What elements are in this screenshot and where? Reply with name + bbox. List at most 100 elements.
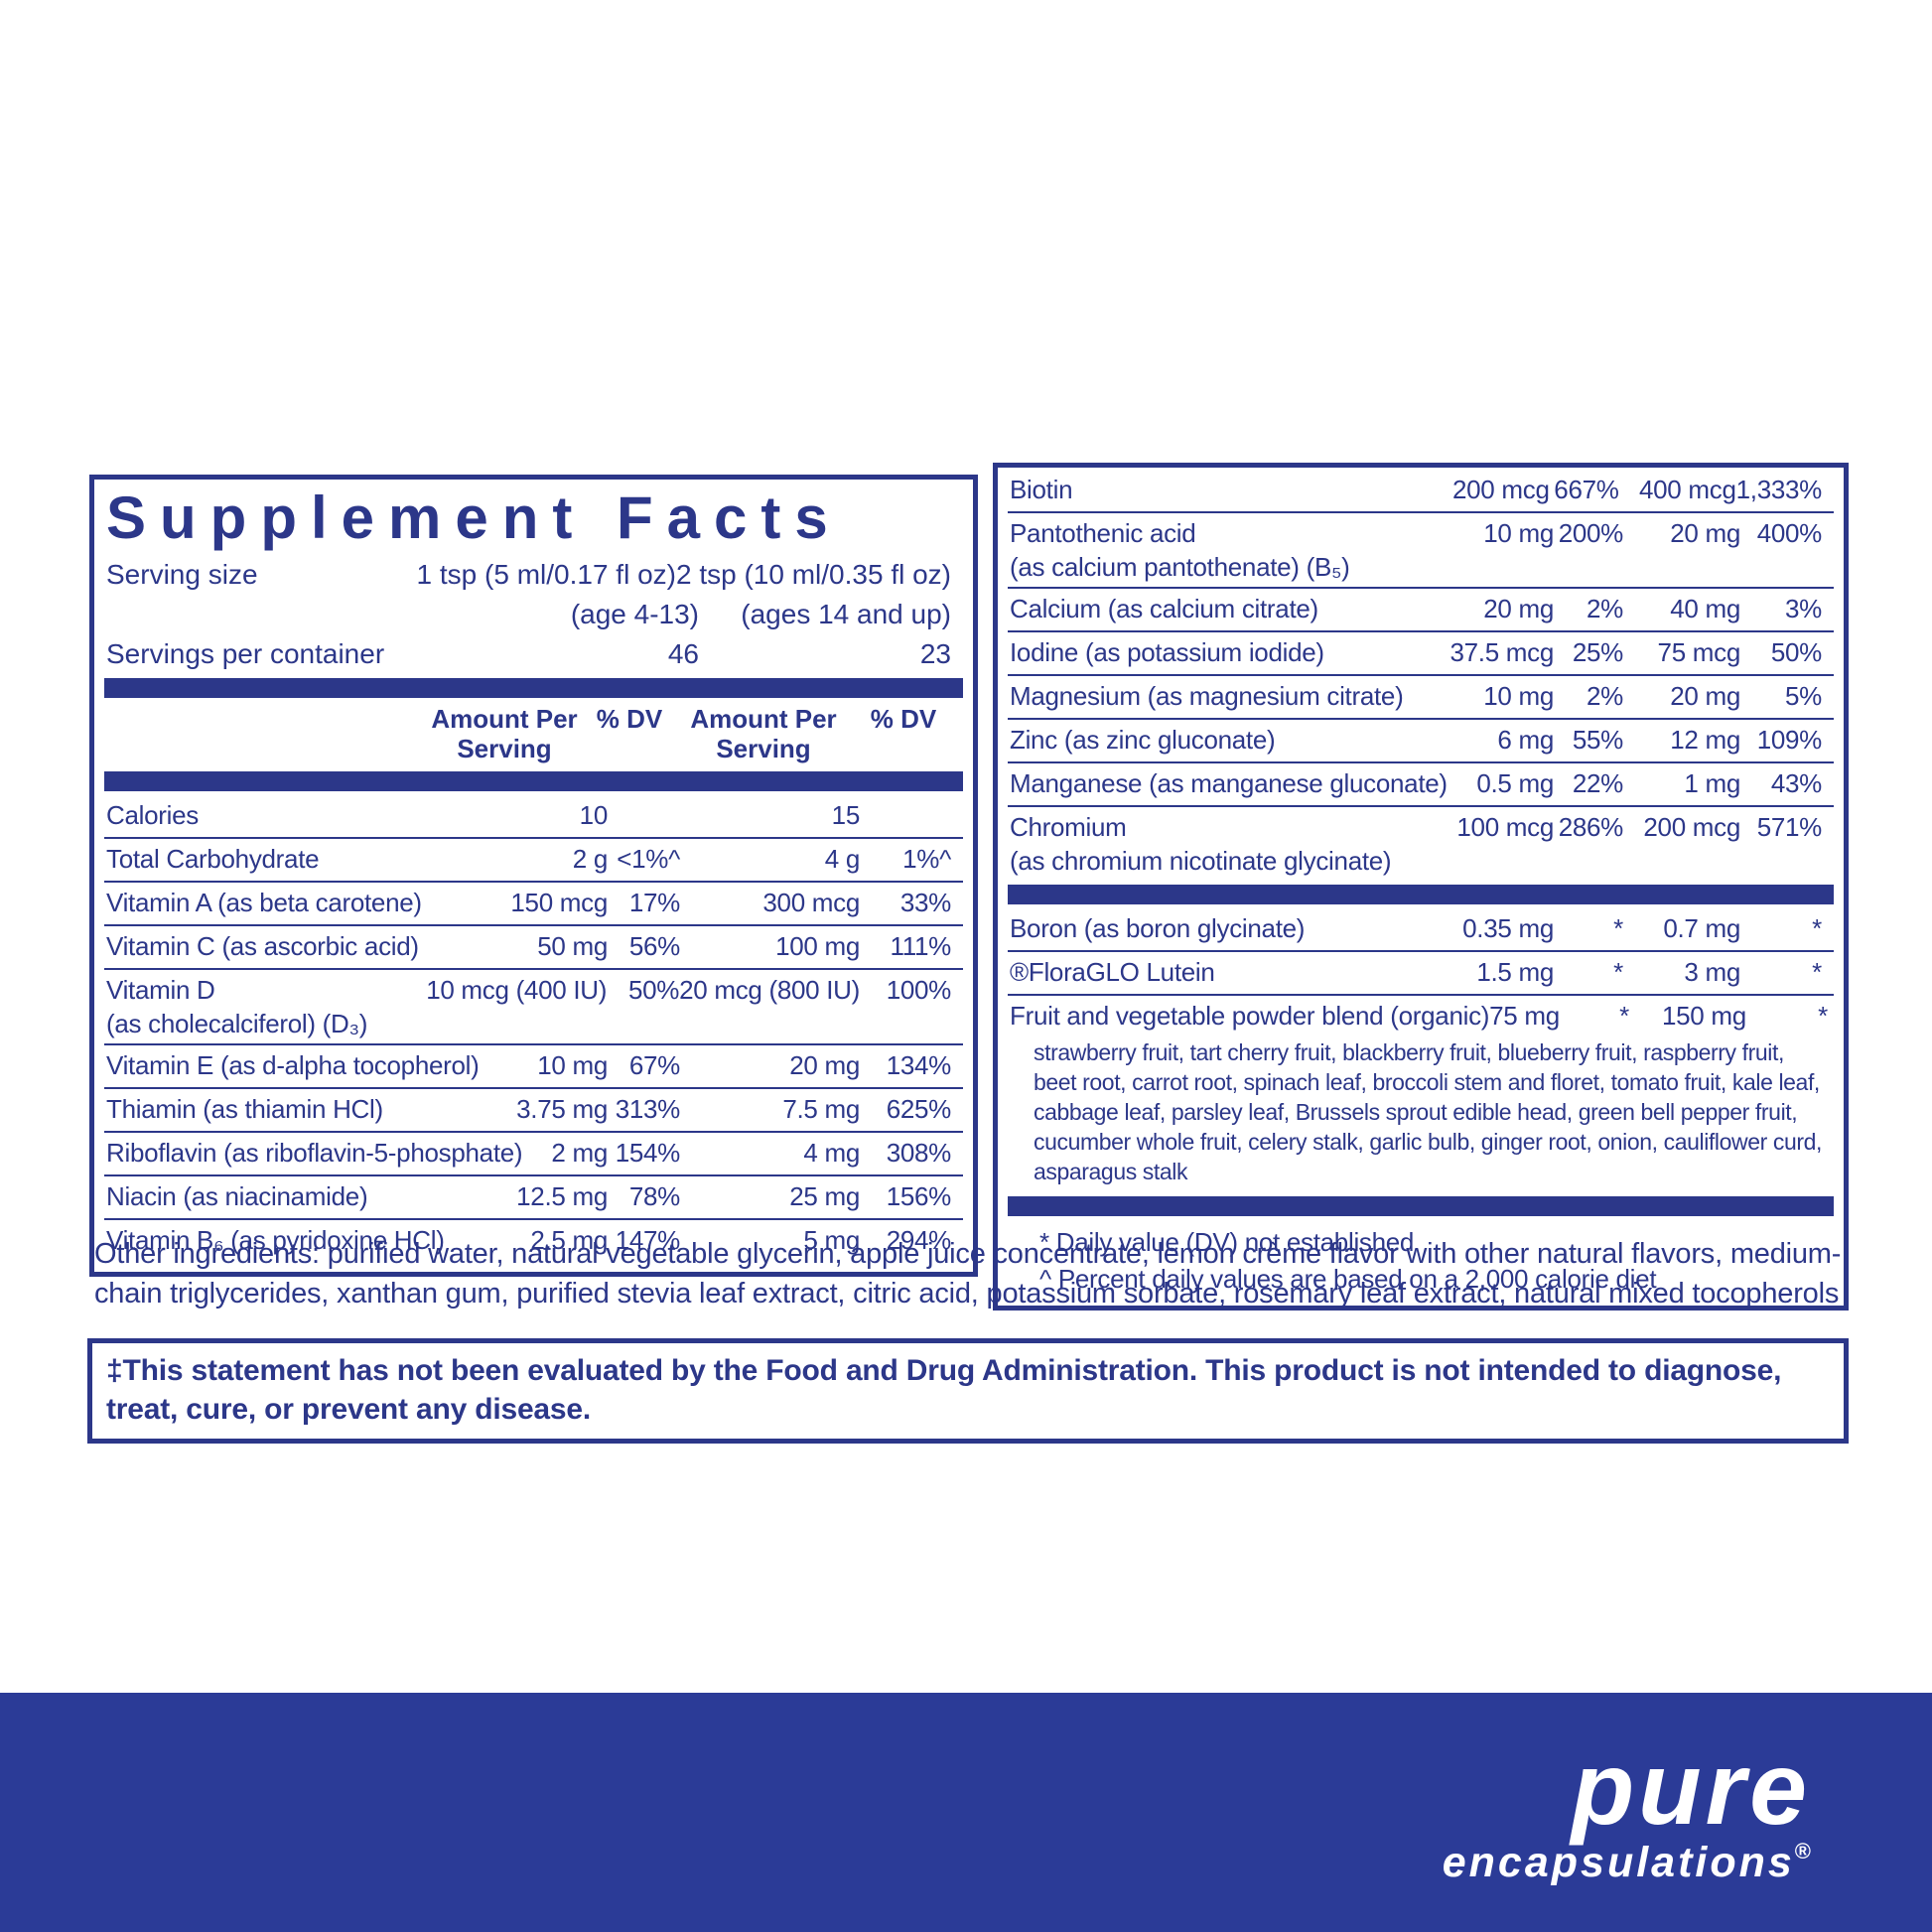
amount-2: 12 mg (1670, 725, 1740, 755)
amount-2: 20 mcg (800 IU) (679, 975, 860, 1005)
registered-trademark-symbol: ® (1794, 1839, 1811, 1863)
dv-1: 78% (628, 1181, 680, 1211)
servings-count-adult: 23 (919, 638, 951, 669)
amount-1: 150 mcg (510, 888, 608, 917)
nutrient-row-magnesium: Magnesium (as magnesium citrate) 10 mg 2… (1008, 674, 1834, 718)
nutrient-name: Manganese (as manganese gluconate) (1010, 768, 1448, 798)
nutrient-row-vitamin-a: Vitamin A (as beta carotene) 150 mcg 17%… (104, 881, 963, 924)
amount-1: 37.5 mcg (1449, 637, 1554, 667)
dv-2: 3% (1785, 594, 1822, 623)
nutrient-row-floraglo-lutein: ®FloraGLO Lutein 1.5 mg * 3 mg * (1008, 950, 1834, 994)
amount-1: 10 mg (1483, 681, 1554, 711)
amount-1: 10 mg (1483, 518, 1554, 548)
nutrient-row-pantothenic-acid: Pantothenic acid (as calcium pantothenat… (1008, 511, 1834, 587)
dv-2: 43% (1770, 768, 1822, 798)
amount-2: 150 mg (1661, 1001, 1746, 1031)
servings-per-container-label: Servings per container (106, 638, 385, 669)
column-headers: Amount Per Serving % DV Amount Per Servi… (104, 702, 963, 767)
dv-1: 17% (628, 888, 680, 917)
nutrient-name: Zinc (as zinc gluconate) (1010, 725, 1276, 755)
panel-title: Supplement Facts (106, 484, 842, 551)
amount-2: 7.5 mg (782, 1094, 860, 1124)
amount-1: 10 (579, 800, 609, 830)
nutrient-row-biotin: Biotin 200 mcg 667% 400 mcg 1,333% (1008, 470, 1834, 511)
amount-2: 4 mg (803, 1138, 860, 1168)
nutrient-name: Riboflavin (as riboflavin-5-phosphate) (106, 1138, 523, 1168)
amount-1: 100 mcg (1456, 812, 1554, 842)
amount-2: 3 mg (1684, 957, 1740, 987)
serving-size-label: Serving size (106, 559, 258, 590)
amount-2: 20 mg (789, 1050, 860, 1080)
divider-bar (104, 678, 963, 698)
amount-2: 5 mg (803, 1225, 860, 1255)
nutrient-row-manganese: Manganese (as manganese gluconate) 0.5 m… (1008, 761, 1834, 805)
serving-age-adult: (ages 14 and up) (741, 599, 951, 629)
nutrient-name: Iodine (as potassium iodide) (1010, 637, 1324, 667)
amount-2: 75 mcg (1657, 637, 1741, 667)
dv-2: 109% (1756, 725, 1823, 755)
dv-2: 5% (1785, 681, 1822, 711)
amount-1: 10 mcg (400 IU) (426, 975, 608, 1005)
amount-1: 2 mg (551, 1138, 608, 1168)
amount-2: 200 mcg (1643, 812, 1740, 842)
header-dv-2: % DV (870, 704, 937, 734)
dv-1: 286% (1558, 812, 1624, 842)
dv-1: 67% (628, 1050, 680, 1080)
nutrient-name: Chromium (as chromium nicotinate glycina… (1010, 812, 1392, 876)
nutrient-name: Vitamin D (as cholecalciferol) (D₃) (106, 975, 368, 1038)
amount-1: 20 mg (1483, 594, 1554, 623)
dv-1: 147% (615, 1225, 681, 1255)
dv-2: * (1812, 913, 1822, 943)
amount-2: 40 mg (1670, 594, 1740, 623)
dv-1: 2% (1587, 681, 1623, 711)
nutrient-row-total-carbohydrate: Total Carbohydrate 2 g <1%^ 4 g 1%^ (104, 837, 963, 881)
serving-age-row: (age 4-13) (ages 14 and up) (104, 595, 963, 634)
nutrient-row-vitamin-e: Vitamin E (as d-alpha tocopherol) 10 mg … (104, 1043, 963, 1087)
dv-1: 667% (1554, 475, 1619, 504)
dv-1: * (1613, 957, 1623, 987)
divider-bar (1008, 885, 1834, 904)
nutrient-row-vitamin-b6: Vitamin B₆ (as pyridoxine HCl) 2.5 mg 14… (104, 1218, 963, 1262)
footnote-dv-not-established: * Daily value (DV) not established (1039, 1227, 1415, 1257)
nutrient-name: Boron (as boron glycinate) (1010, 913, 1306, 943)
fda-disclaimer-box: ‡This statement has not been evaluated b… (87, 1338, 1849, 1444)
dv-2: 625% (886, 1094, 952, 1124)
nutrient-row-niacin: Niacin (as niacinamide) 12.5 mg 78% 25 m… (104, 1174, 963, 1218)
brand-band (0, 1693, 1932, 1932)
other-ingredients-text: Other ingredients: purified water, natur… (94, 1238, 1842, 1310)
servings-count-child: 46 (667, 638, 699, 669)
nutrient-row-boron: Boron (as boron glycinate) 0.35 mg * 0.7… (1008, 908, 1834, 950)
nutrient-name: Thiamin (as thiamin HCl) (106, 1094, 383, 1124)
nutrient-name: Calories (106, 800, 199, 830)
amount-1: 0.5 mg (1476, 768, 1554, 798)
servings-per-container-row: Servings per container 46 23 (104, 634, 963, 674)
amount-1: 3.75 mg (516, 1094, 608, 1124)
blend-ingredients-list: strawberry fruit, tart cherry fruit, bla… (1034, 1039, 1822, 1184)
header-amount-2: Amount Per Serving (690, 704, 837, 763)
amount-1: 6 mg (1497, 725, 1554, 755)
nutrient-row-zinc: Zinc (as zinc gluconate) 6 mg 55% 12 mg … (1008, 718, 1834, 761)
dv-1: 56% (628, 931, 680, 961)
amount-1: 2.5 mg (530, 1225, 608, 1255)
brand-name-encapsulations: encapsulations (1442, 1839, 1795, 1886)
amount-1: 50 mg (537, 931, 608, 961)
dv-2: 111% (890, 931, 952, 961)
serving-size-row: Serving size 1 tsp (5 ml/0.17 fl oz) 2 t… (104, 555, 963, 595)
amount-2: 20 mg (1670, 518, 1740, 548)
nutrient-name: Vitamin E (as d-alpha tocopherol) (106, 1050, 480, 1080)
dv-2: 571% (1756, 812, 1823, 842)
serving-size-adult: 2 tsp (10 ml/0.35 fl oz) (675, 559, 951, 590)
nutrient-row-fruit-vegetable-blend: Fruit and vegetable powder blend (organi… (1008, 994, 1834, 1037)
dv-1: 200% (1558, 518, 1624, 548)
nutrient-row-vitamin-d: Vitamin D (as cholecalciferol) (D₃) 10 m… (104, 968, 963, 1043)
nutrient-row-vitamin-c: Vitamin C (as ascorbic acid) 50 mg 56% 1… (104, 924, 963, 968)
dv-1: 2% (1587, 594, 1623, 623)
nutrient-name: Calcium (as calcium citrate) (1010, 594, 1318, 623)
dv-1: * (1619, 1001, 1629, 1031)
dv-2: 156% (886, 1181, 952, 1211)
amount-2: 400 mcg (1638, 475, 1736, 504)
dv-1: 22% (1572, 768, 1623, 798)
nutrient-name: Total Carbohydrate (106, 844, 320, 874)
dv-2: 294% (886, 1225, 952, 1255)
